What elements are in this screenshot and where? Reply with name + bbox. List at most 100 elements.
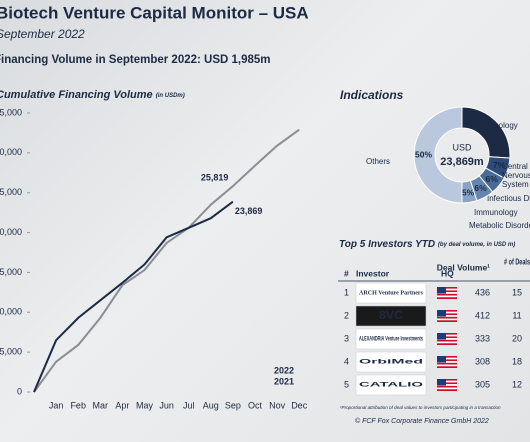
flag-stripe (437, 385, 457, 388)
flag-stripe (437, 320, 457, 322)
flag-stripe (437, 318, 457, 321)
rank: 3 (344, 333, 349, 343)
flag-stripe (437, 356, 457, 358)
x-tick-label: Jun (159, 400, 174, 410)
deal-count: 11 (512, 310, 521, 320)
flag-stripe (437, 364, 457, 367)
value-label: 25,819 (201, 173, 229, 183)
flag-stripe (437, 334, 457, 337)
x-tick-label: Dec (291, 400, 308, 410)
deal-volume: 333 (475, 333, 490, 343)
percent-label: 6% (474, 183, 487, 193)
rank: 1 (344, 287, 349, 297)
x-tick-label: Aug (203, 400, 219, 410)
donut-label: Others (366, 157, 390, 166)
flag-canton (437, 379, 446, 386)
y-tick-label: 10,000 (0, 307, 22, 317)
investor-name: ALEXANDRIA Venture Investments (359, 336, 423, 343)
donut-label: Immunology (474, 208, 518, 217)
y-tick-label: 5,000 (0, 347, 22, 357)
rank: 2 (344, 310, 349, 320)
flag-stripe (437, 361, 457, 363)
line (33, 200, 234, 393)
flag-stripe (437, 290, 457, 293)
investor-name: 8VC (379, 308, 403, 322)
table-title-main: Top 5 Investors YTD (339, 239, 435, 250)
flag-stripe (437, 357, 457, 360)
donut-center-value: 23,869m (440, 156, 484, 168)
percent-label: 50% (415, 149, 432, 159)
deal-count: 12 (512, 379, 522, 389)
flag (437, 333, 457, 345)
column-header: HQ (441, 268, 454, 278)
flag (437, 287, 457, 299)
column-header: # (344, 268, 349, 278)
deal-volume: 412 (475, 310, 490, 320)
x-tick-label: Jan (49, 400, 64, 410)
x-tick-label: May (136, 400, 154, 410)
donut-title: Indications (340, 88, 404, 102)
flag-stripe (437, 384, 457, 386)
logo-box (355, 351, 427, 373)
deal-count: 20 (512, 333, 522, 343)
legend-entry: 2021 (274, 376, 294, 386)
donut-label: Infectious Diseases (487, 194, 530, 203)
value-label: 23,869 (235, 206, 263, 216)
flag-stripe (437, 366, 457, 368)
flag-stripe (437, 343, 457, 345)
rank: 4 (344, 356, 349, 366)
donut-label: Metabolic Disorders (469, 221, 530, 230)
logo-box (355, 305, 427, 327)
flag-canton (437, 356, 446, 363)
flag-stripe (437, 313, 457, 316)
investor-name: ARCH Venture Partners (359, 289, 423, 296)
flag-stripe (437, 287, 457, 289)
x-tick-label: Sep (225, 400, 241, 410)
flag-canton (437, 310, 446, 317)
column-header: # of Deals (504, 256, 530, 266)
flag-stripe (437, 295, 457, 298)
logo-box (355, 374, 427, 396)
flag-stripe (437, 336, 457, 339)
flag-stripe (437, 382, 457, 385)
donut-center-label: USD (452, 142, 472, 152)
summary: Financing Volume in September 2022: USD … (0, 54, 271, 66)
flag-stripe (437, 288, 457, 291)
y-tick-label: 20,000 (0, 227, 22, 237)
x-tick-label: Apr (115, 400, 129, 410)
flag-stripe (437, 292, 457, 294)
investor-name: OrbiMed (359, 359, 423, 366)
line (33, 128, 300, 393)
y-tick-label: 0 (17, 386, 22, 396)
investor-name: CATALIO (359, 382, 423, 389)
deal-volume: 305 (475, 379, 490, 389)
flag (437, 310, 457, 322)
donut-segment (413, 106, 463, 204)
x-tick-label: Mar (93, 400, 109, 410)
line-title-main: Cumulative Financing Volume (0, 89, 153, 101)
x-tick-label: Jul (183, 400, 195, 410)
column-header: Investor (356, 268, 390, 278)
flag-stripe (437, 316, 457, 319)
flag-stripe (437, 293, 457, 296)
flag-canton (437, 287, 446, 294)
flag-stripe (437, 338, 457, 340)
flag (437, 356, 457, 368)
flag-stripe (437, 311, 457, 314)
copyright: © FCF Fox Corporate Finance GmbH 2022 (355, 417, 489, 425)
y-tick-label: 15,000 (0, 267, 22, 277)
title: Biotech Venture Capital Monitor – USA (0, 3, 309, 22)
line-title: Cumulative Financing Volume (in USDm) (0, 89, 185, 101)
flag-stripe (437, 341, 457, 344)
logo-box (355, 328, 427, 350)
footnote: ¹Proportional attribution of deal values… (340, 405, 501, 410)
flag-canton (437, 333, 446, 340)
table-title-note: (by deal volume, in USD m) (438, 242, 515, 248)
flag-stripe (437, 362, 457, 365)
flag-stripe (437, 389, 457, 391)
flag (437, 379, 457, 391)
y-tick-label: 25,000 (0, 187, 22, 197)
rank: 5 (344, 379, 349, 389)
